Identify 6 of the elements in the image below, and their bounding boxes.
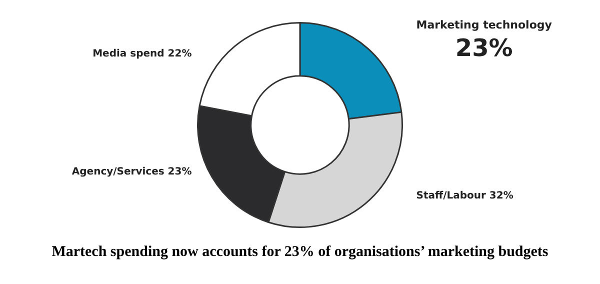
slice-label: Staff/Labour 32% bbox=[416, 190, 514, 202]
slice-label: Agency/Services 23% bbox=[72, 166, 192, 178]
slice-label: Media spend 22% bbox=[92, 48, 192, 60]
slice-label: Marketing technology bbox=[416, 18, 552, 32]
text: Martech spending now accounts for 23% of organisations’ marketing budgets bbox=[50, 244, 550, 261]
data-label: 23% bbox=[455, 34, 513, 62]
